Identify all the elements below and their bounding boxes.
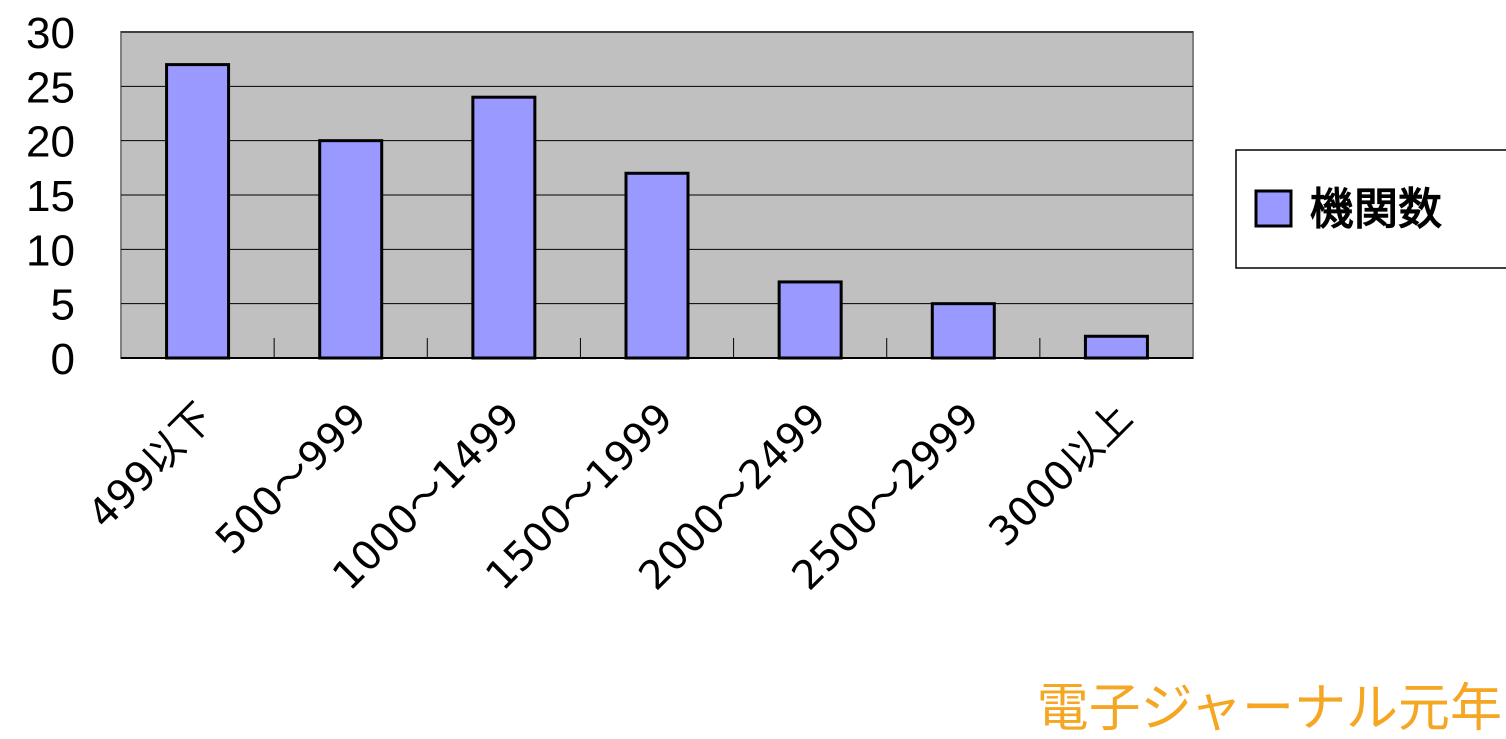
bar [471,95,537,360]
bar [930,302,996,360]
y-tick-label: 0 [51,335,75,384]
legend-swatch [1254,189,1293,228]
x-tick-label: 3000以上 [980,395,1141,556]
bars [165,63,1149,360]
x-tick-label: 500～999 [207,395,376,564]
bar [777,280,843,360]
bar [318,139,384,360]
legend-label: 機関数 [1310,184,1442,235]
y-tick-label: 20 [26,118,75,167]
bar [165,63,231,360]
y-tick-label: 30 [26,9,75,58]
footer-caption: 電子ジャーナル元年 [1037,679,1502,739]
x-tick-label: 499以下 [80,395,223,538]
gridlines [121,31,1193,305]
bar [1083,334,1149,360]
bar [624,171,690,360]
legend: 機関数 [1235,149,1506,269]
y-tick-label: 15 [26,172,75,221]
y-axis-ticks: 0 5 10 15 20 25 30 [26,9,75,384]
y-tick-label: 5 [51,281,75,330]
y-tick-label: 25 [26,63,75,112]
y-tick-label: 10 [26,226,75,275]
x-axis-ticks: 499以下500～9991000～14991500～19992000～24992… [80,338,1141,599]
